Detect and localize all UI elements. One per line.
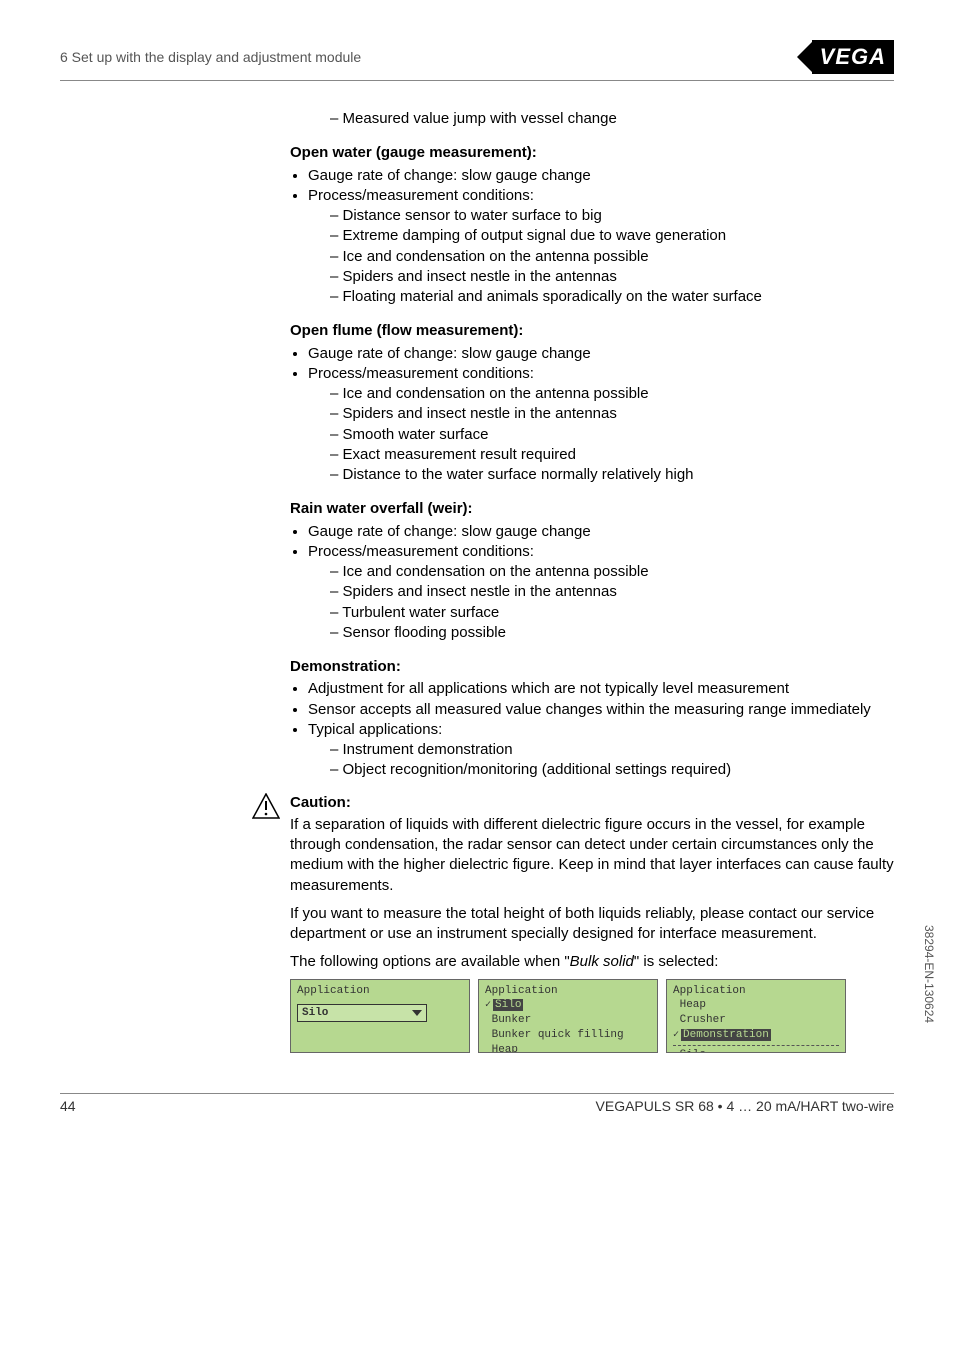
- section-title: Demonstration:: [290, 657, 894, 677]
- main-content: Measured value jump with vessel change O…: [290, 109, 894, 1053]
- lcd-select[interactable]: Silo: [297, 1004, 427, 1022]
- cond-item: Sensor flooding possible: [330, 623, 894, 643]
- document-title: VEGAPULS SR 68 • 4 … 20 mA/HART two-wire: [596, 1098, 894, 1114]
- cond-label: Process/measurement conditions:: [308, 186, 894, 206]
- logo-text: VEGA: [812, 40, 894, 74]
- bullet-list: Gauge rate of change: slow gauge change …: [308, 522, 894, 563]
- lcd-title: Application: [673, 984, 839, 999]
- caution-text-1: If a separation of liquids with differen…: [290, 815, 894, 896]
- bullet-list: Gauge rate of change: slow gauge change …: [308, 166, 894, 207]
- demo-item: Sensor accepts all measured value change…: [308, 700, 894, 720]
- cond-item: Exact measurement result required: [330, 445, 894, 465]
- lcd-option[interactable]: Bunker quick filling: [485, 1028, 651, 1043]
- demo-item: Typical applications:: [308, 720, 894, 740]
- demo-item: Adjustment for all applications which ar…: [308, 679, 894, 699]
- section-title: Open flume (flow measurement):: [290, 321, 894, 341]
- dash-list: Instrument demonstration Object recognit…: [330, 740, 894, 781]
- lcd-option-label: Silo: [493, 999, 523, 1011]
- gauge-item: Gauge rate of change: slow gauge change: [308, 522, 894, 542]
- lcd-option[interactable]: Bunker: [485, 1013, 651, 1028]
- lcd-option-label: Demonstration: [681, 1029, 771, 1041]
- lcd-option[interactable]: Demonstration: [673, 1028, 839, 1043]
- intro-dash-item: Measured value jump with vessel change: [330, 109, 894, 129]
- lcd-option[interactable]: Heap: [673, 998, 839, 1013]
- lcd-option-label: Heap: [492, 1044, 518, 1053]
- document-code: 38294-EN-130624: [922, 925, 936, 1023]
- separator: [673, 1045, 839, 1046]
- cond-item: Ice and condensation on the antenna poss…: [330, 384, 894, 404]
- page-footer: 44 VEGAPULS SR 68 • 4 … 20 mA/HART two-w…: [60, 1093, 894, 1114]
- dash-list: Ice and condensation on the antenna poss…: [330, 384, 894, 485]
- gauge-item: Gauge rate of change: slow gauge change: [308, 166, 894, 186]
- cond-label: Process/measurement conditions:: [308, 542, 894, 562]
- chevron-down-icon: [412, 1010, 422, 1016]
- page-header: 6 Set up with the display and adjustment…: [60, 40, 894, 81]
- cond-item: Spiders and insect nestle in the antenna…: [330, 582, 894, 602]
- bullet-list: Adjustment for all applications which ar…: [308, 679, 894, 740]
- dash-list: Ice and condensation on the antenna poss…: [330, 562, 894, 643]
- options-intro-b: " is selected:: [634, 953, 719, 970]
- bullet-list: Gauge rate of change: slow gauge change …: [308, 344, 894, 385]
- page-number: 44: [60, 1098, 76, 1114]
- cond-item: Ice and condensation on the antenna poss…: [330, 247, 894, 267]
- check-icon: [673, 1029, 681, 1041]
- header-section-title: 6 Set up with the display and adjustment…: [60, 49, 361, 65]
- cond-label: Process/measurement conditions:: [308, 364, 894, 384]
- cond-item: Distance to the water surface normally r…: [330, 465, 894, 485]
- cond-item: Spiders and insect nestle in the antenna…: [330, 404, 894, 424]
- caution-label: Caution:: [290, 793, 894, 813]
- lcd-option[interactable]: Crusher: [673, 1013, 839, 1028]
- cond-item: Ice and condensation on the antenna poss…: [330, 562, 894, 582]
- lcd-panel-1: Application Silo: [290, 979, 470, 1053]
- caution-text-2: If you want to measure the total height …: [290, 904, 894, 945]
- lcd-option[interactable]: Silo: [673, 1048, 839, 1053]
- lcd-panel-3: Application Heap Crusher Demonstration S…: [666, 979, 846, 1053]
- lcd-option-label: Bunker quick filling: [492, 1029, 624, 1041]
- check-icon: [485, 999, 493, 1011]
- lcd-select-value: Silo: [302, 1006, 328, 1021]
- lcd-title: Application: [297, 984, 463, 999]
- cond-item: Smooth water surface: [330, 425, 894, 445]
- caution-block: Caution: If a separation of liquids with…: [290, 793, 894, 896]
- lcd-option-label: Bunker: [492, 1014, 532, 1026]
- demo-dash-item: Object recognition/monitoring (additiona…: [330, 760, 894, 780]
- cond-item: Distance sensor to water surface to big: [330, 206, 894, 226]
- dash-list: Distance sensor to water surface to big …: [330, 206, 894, 307]
- lcd-option-label: Heap: [680, 999, 706, 1011]
- section-title: Open water (gauge measurement):: [290, 143, 894, 163]
- down-arrow-icon: [713, 1049, 718, 1053]
- options-intro: The following options are available when…: [290, 952, 894, 972]
- brand-logo: VEGA: [797, 40, 894, 74]
- gauge-item: Gauge rate of change: slow gauge change: [308, 344, 894, 364]
- lcd-option-label: Crusher: [680, 1014, 726, 1026]
- lcd-title: Application: [485, 984, 651, 999]
- lcd-row: Application Silo Application Silo Bunker…: [290, 979, 894, 1053]
- cond-item: Turbulent water surface: [330, 603, 894, 623]
- cond-item: Floating material and animals sporadical…: [330, 287, 894, 307]
- lcd-option[interactable]: Silo: [485, 998, 651, 1013]
- lcd-panel-2: Application Silo Bunker Bunker quick fil…: [478, 979, 658, 1053]
- demo-dash-item: Instrument demonstration: [330, 740, 894, 760]
- intro-dash-list: Measured value jump with vessel change: [330, 109, 894, 129]
- cond-item: Spiders and insect nestle in the antenna…: [330, 267, 894, 287]
- section-title: Rain water overfall (weir):: [290, 499, 894, 519]
- lcd-option[interactable]: Heap: [485, 1043, 651, 1053]
- caution-icon: [252, 793, 280, 819]
- logo-triangle-icon: [797, 41, 813, 73]
- cond-item: Extreme damping of output signal due to …: [330, 226, 894, 246]
- options-intro-italic: Bulk solid: [570, 953, 634, 970]
- lcd-option-label: Silo: [680, 1049, 706, 1053]
- options-intro-a: The following options are available when…: [290, 953, 570, 970]
